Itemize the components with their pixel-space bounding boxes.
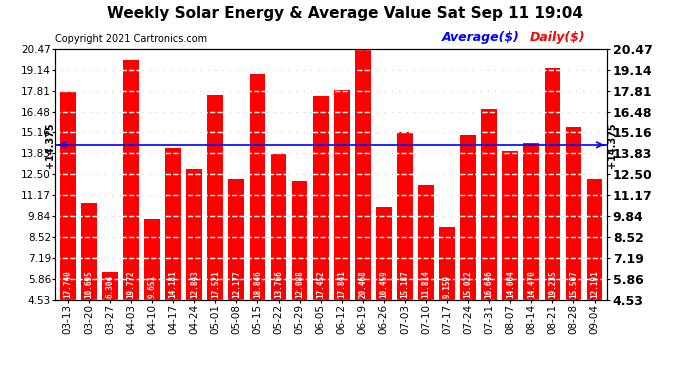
Bar — [144, 219, 160, 371]
Text: Average($): Average($) — [442, 31, 520, 44]
Text: 6.304: 6.304 — [106, 274, 115, 298]
Text: 16.646: 16.646 — [484, 270, 494, 298]
Bar — [60, 92, 76, 371]
Bar — [586, 179, 602, 371]
Bar — [355, 49, 371, 371]
Bar — [376, 207, 392, 371]
Bar — [186, 169, 202, 371]
Text: Weekly Solar Energy & Average Value Sat Sep 11 19:04: Weekly Solar Energy & Average Value Sat … — [107, 6, 583, 21]
Text: 12.177: 12.177 — [232, 270, 241, 298]
Text: 15.022: 15.022 — [464, 270, 473, 298]
Bar — [270, 154, 286, 371]
Text: 12.191: 12.191 — [590, 270, 599, 298]
Bar — [228, 180, 244, 371]
Text: 20.468: 20.468 — [358, 270, 367, 298]
Bar — [418, 185, 434, 371]
Bar — [250, 74, 266, 371]
Text: +14.375: +14.375 — [607, 122, 617, 168]
Text: 19.772: 19.772 — [126, 270, 135, 298]
Text: Daily($): Daily($) — [530, 31, 586, 44]
Bar — [502, 151, 518, 371]
Bar — [439, 227, 455, 371]
Bar — [313, 96, 328, 371]
Text: 14.181: 14.181 — [168, 270, 178, 298]
Text: 19.235: 19.235 — [548, 270, 557, 298]
Bar — [397, 132, 413, 371]
Text: 15.507: 15.507 — [569, 270, 578, 298]
Text: 12.088: 12.088 — [295, 270, 304, 298]
Text: 10.459: 10.459 — [380, 270, 388, 298]
Text: 17.521: 17.521 — [211, 270, 220, 298]
Bar — [334, 90, 350, 371]
Text: 9.651: 9.651 — [148, 274, 157, 298]
Bar — [123, 60, 139, 371]
Text: 17.841: 17.841 — [337, 270, 346, 298]
Text: 10.695: 10.695 — [84, 270, 93, 298]
Bar — [460, 135, 476, 371]
Text: Copyright 2021 Cartronics.com: Copyright 2021 Cartronics.com — [55, 34, 207, 44]
Text: 9.159: 9.159 — [442, 274, 451, 298]
Text: 15.187: 15.187 — [400, 270, 409, 298]
Bar — [102, 272, 118, 371]
Bar — [524, 143, 540, 371]
Text: 14.004: 14.004 — [506, 270, 515, 298]
Text: 11.814: 11.814 — [422, 270, 431, 298]
Bar — [208, 95, 224, 371]
Bar — [81, 203, 97, 371]
Bar — [292, 181, 308, 371]
Text: 17.452: 17.452 — [316, 270, 325, 298]
Text: 13.766: 13.766 — [274, 270, 283, 298]
Text: 17.740: 17.740 — [63, 270, 72, 298]
Text: +14.375: +14.375 — [45, 122, 55, 168]
Bar — [166, 148, 181, 371]
Text: 12.843: 12.843 — [190, 270, 199, 298]
Text: 18.846: 18.846 — [253, 270, 262, 298]
Text: 14.470: 14.470 — [527, 270, 536, 298]
Bar — [566, 127, 582, 371]
Bar — [482, 109, 497, 371]
Bar — [544, 68, 560, 371]
